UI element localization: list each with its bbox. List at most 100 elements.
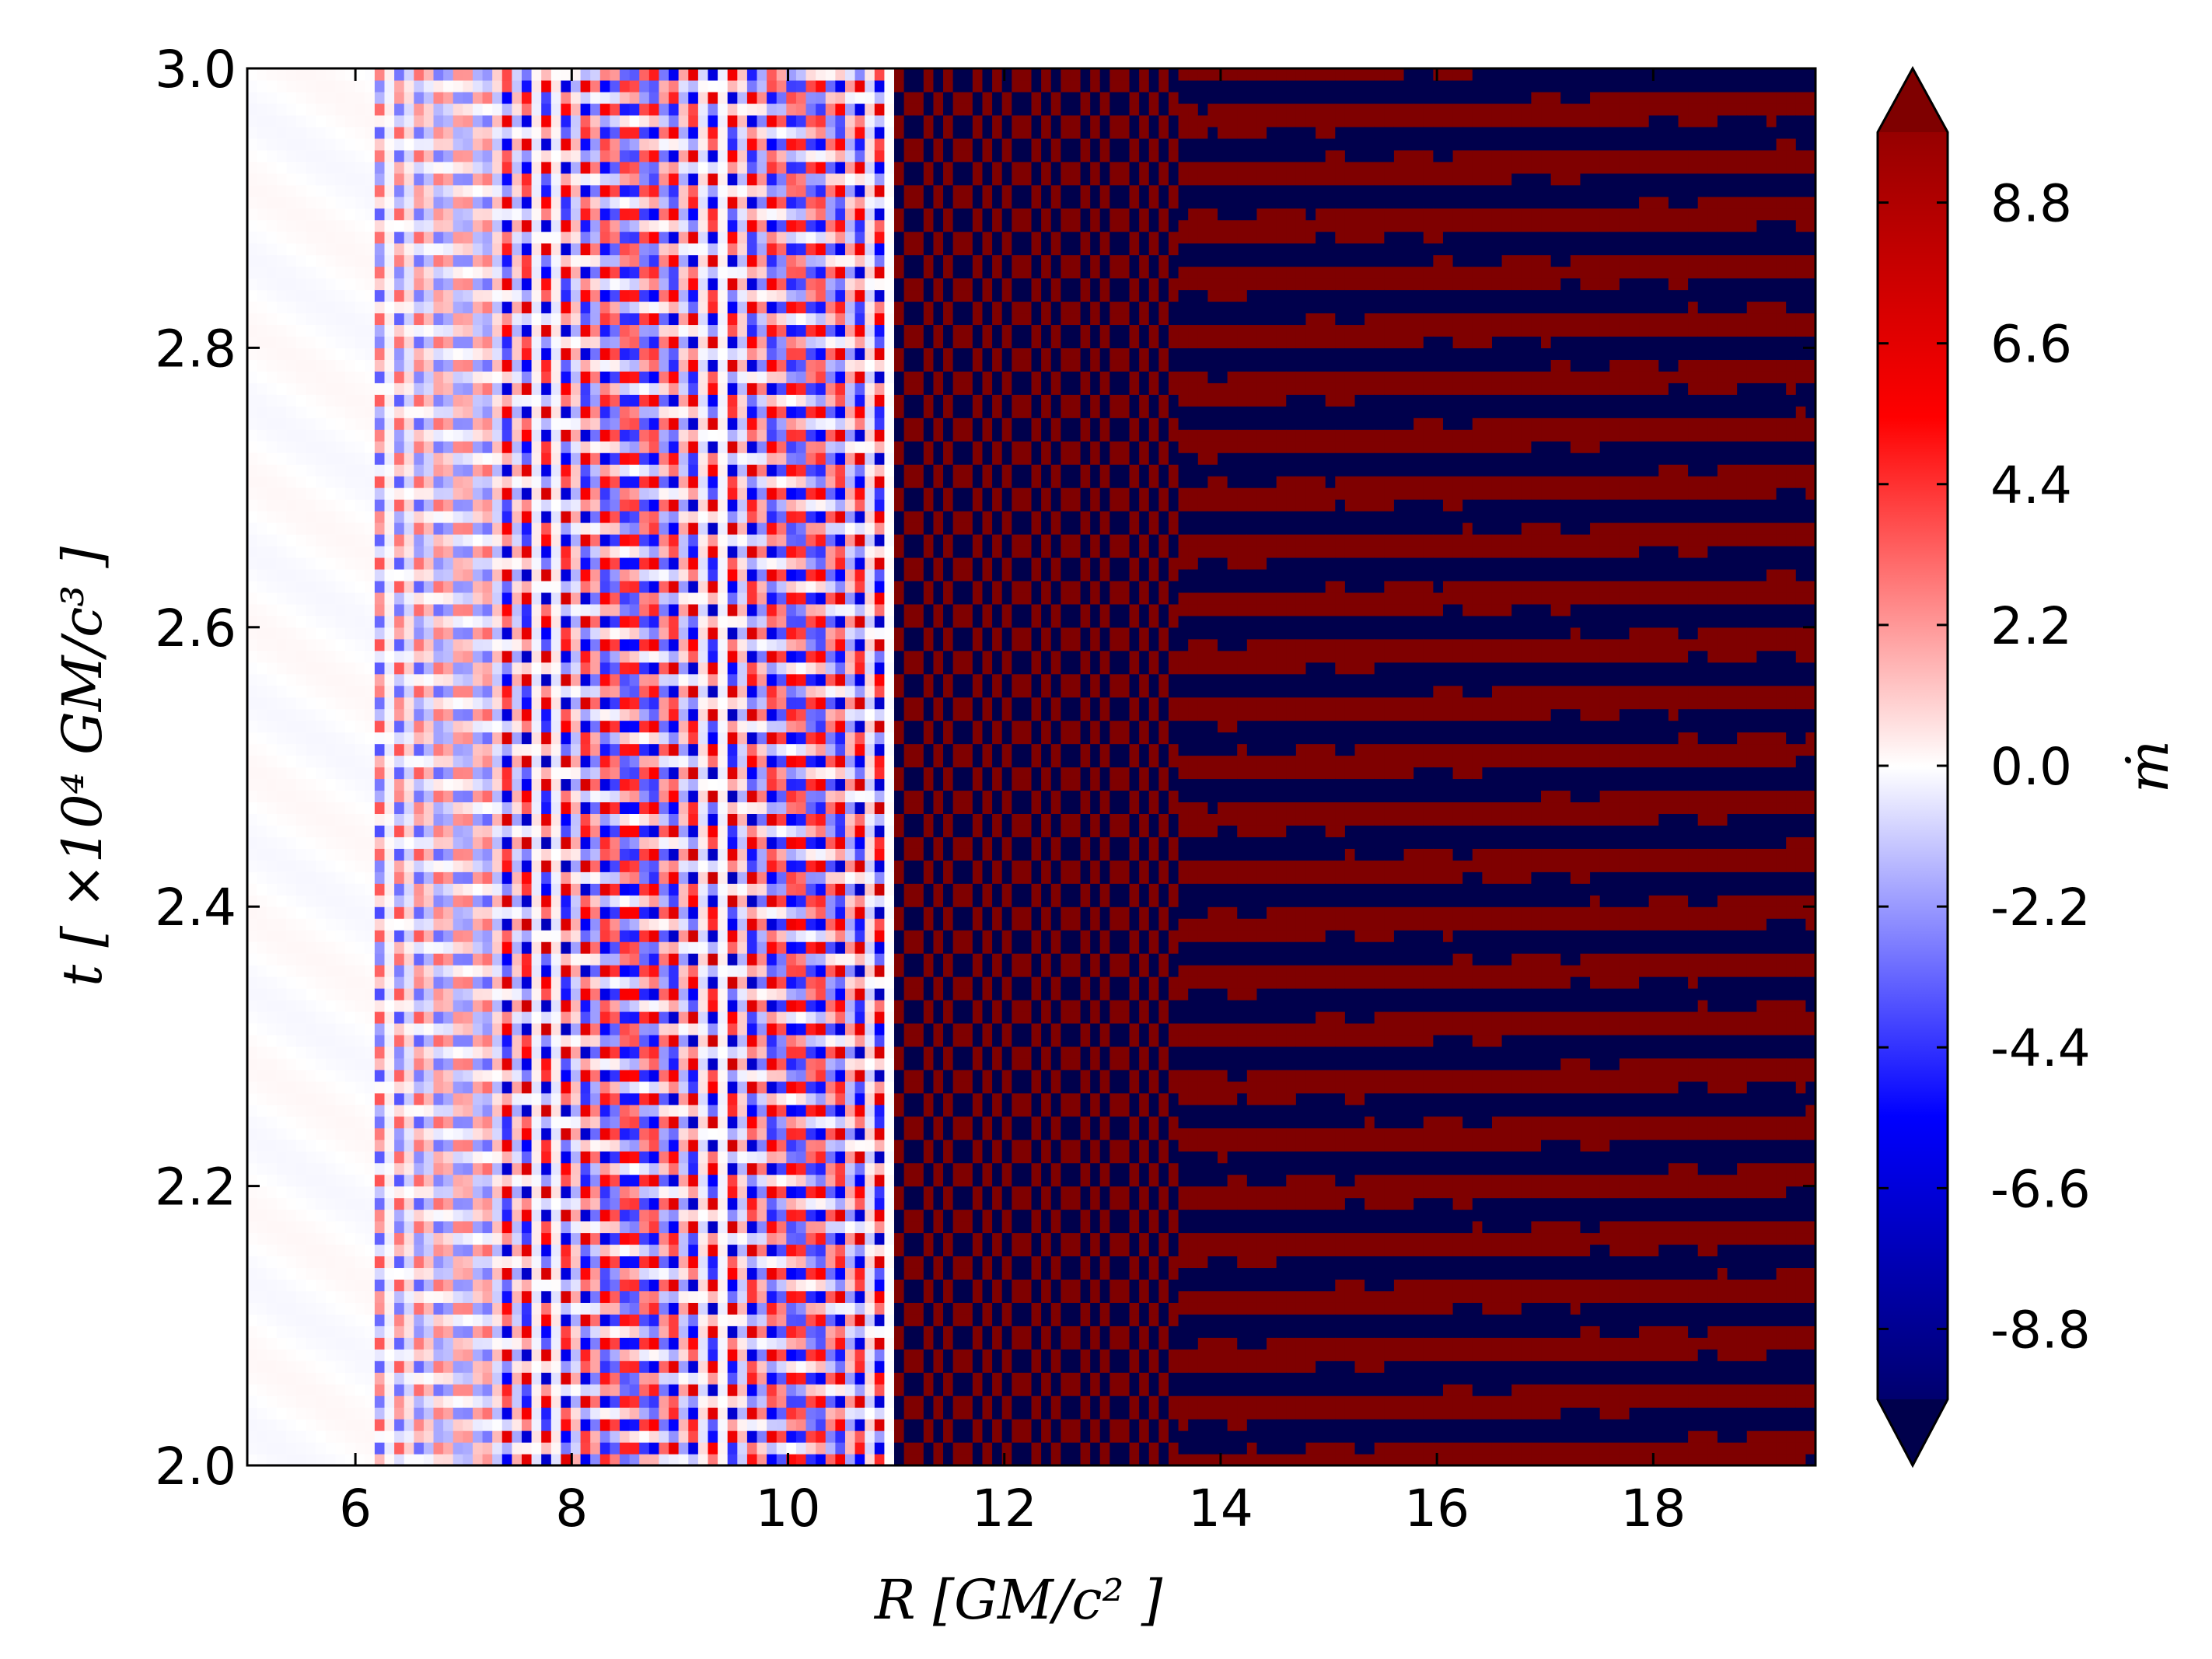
heatmap-cell [414, 161, 425, 174]
heatmap-cell [492, 1372, 503, 1385]
heatmap-cell [571, 243, 582, 256]
heatmap-cell [414, 476, 425, 488]
heatmap-cell [550, 1221, 561, 1234]
heatmap-cell [590, 522, 601, 535]
heatmap-cell [492, 1057, 503, 1070]
heatmap-cell [580, 941, 591, 954]
heatmap-cell [629, 930, 640, 942]
heatmap-cell [267, 802, 278, 814]
heatmap-cell [580, 650, 591, 663]
heatmap-cell [550, 1081, 561, 1094]
heatmap-cell [306, 406, 316, 418]
heatmap-cell [561, 196, 571, 209]
heatmap-cell [472, 196, 484, 209]
heatmap-cell [276, 732, 288, 745]
heatmap-cell [580, 965, 591, 977]
heatmap-cell [639, 1186, 650, 1199]
heatmap-cell [599, 592, 611, 605]
heatmap-cell [531, 429, 542, 442]
heatmap-cell [365, 941, 376, 954]
heatmap-cell [423, 743, 435, 756]
heatmap-cell [423, 1314, 435, 1326]
heatmap-cell [414, 1349, 425, 1361]
heatmap-cell [316, 138, 327, 151]
heatmap-cell [355, 68, 365, 81]
heatmap-cell [571, 289, 582, 302]
heatmap-cell [365, 825, 376, 837]
heatmap-cell [374, 254, 386, 267]
heatmap-cell [550, 615, 561, 628]
heatmap-cell [501, 1046, 512, 1059]
heatmap-cell [345, 708, 356, 721]
heatmap-cell [453, 580, 463, 593]
heatmap-cell [325, 289, 337, 302]
heatmap-cell [374, 1256, 386, 1269]
heatmap-cell [472, 988, 484, 1001]
heatmap-cell [512, 1337, 522, 1350]
heatmap-cell [629, 906, 640, 919]
heatmap-cell [599, 732, 611, 745]
heatmap-cell [355, 813, 365, 826]
heatmap-cell [599, 580, 611, 593]
heatmap-cell [404, 720, 414, 733]
heatmap-cell [443, 1174, 454, 1187]
heatmap-cell [541, 1034, 552, 1047]
heatmap-cell [267, 1302, 278, 1315]
heatmap-cell [414, 324, 425, 337]
heatmap-cell [610, 813, 620, 826]
heatmap-cell [276, 1291, 288, 1303]
heatmap-cell [316, 289, 327, 302]
heatmap-cell [580, 313, 591, 326]
heatmap-cell [316, 114, 327, 127]
heatmap-cell [306, 1419, 316, 1431]
heatmap-cell [394, 592, 405, 605]
heatmap-cell [620, 580, 631, 593]
heatmap-cell [620, 697, 631, 710]
heatmap-cell [335, 231, 346, 244]
heatmap-cell [550, 149, 561, 162]
heatmap-cell [384, 1256, 395, 1269]
heatmap-cell [365, 336, 376, 348]
heatmap-cell [472, 1197, 484, 1210]
heatmap-cell [394, 534, 405, 547]
heatmap-cell [414, 603, 425, 616]
heatmap-cell [433, 906, 444, 919]
heatmap-cell [247, 184, 258, 197]
heatmap-cell [433, 1244, 444, 1257]
heatmap-cell [648, 1419, 660, 1431]
heatmap-cell [247, 1081, 258, 1094]
heatmap-cell [463, 813, 474, 826]
heatmap-cell [610, 836, 620, 849]
heatmap-cell [453, 1302, 463, 1315]
heatmap-cell [443, 860, 454, 872]
heatmap-cell [325, 1302, 337, 1315]
heatmap-cell [296, 1349, 307, 1361]
heatmap-cell [433, 91, 444, 104]
heatmap-cell [648, 778, 660, 791]
heatmap-cell [374, 371, 386, 383]
heatmap-cell [316, 1244, 327, 1257]
heatmap-cell [599, 1116, 611, 1129]
heatmap-cell [620, 813, 631, 826]
heatmap-cell [296, 638, 307, 651]
heatmap-cell [599, 1337, 611, 1350]
heatmap-cell [374, 417, 386, 430]
heatmap-cell [286, 1337, 297, 1350]
heatmap-cell [541, 1314, 552, 1326]
heatmap-cell [620, 743, 631, 756]
heatmap-cell [492, 138, 503, 151]
heatmap-cell [599, 1209, 611, 1222]
heatmap-cell [355, 103, 365, 116]
heatmap-cell [414, 1221, 425, 1234]
heatmap-cell [610, 557, 620, 570]
heatmap-cell [463, 208, 474, 221]
heatmap-cell [580, 231, 591, 244]
heatmap-cell [325, 988, 337, 1001]
heatmap-cell [296, 1057, 307, 1070]
heatmap-cell [610, 301, 620, 314]
heatmap-cell [296, 243, 307, 256]
heatmap-cell [365, 394, 376, 407]
heatmap-cell [571, 1279, 582, 1291]
heatmap-cell [443, 778, 454, 791]
heatmap-cell [247, 848, 258, 861]
